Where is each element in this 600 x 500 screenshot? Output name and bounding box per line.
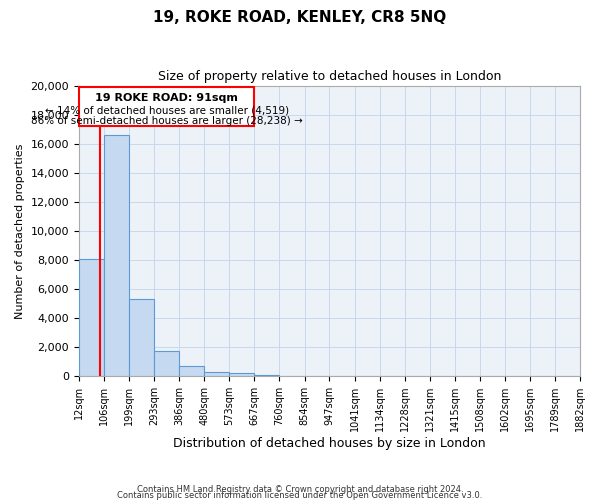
Bar xyxy=(179,366,205,376)
Title: Size of property relative to detached houses in London: Size of property relative to detached ho… xyxy=(158,70,501,83)
X-axis label: Distribution of detached houses by size in London: Distribution of detached houses by size … xyxy=(173,437,486,450)
Text: 86% of semi-detached houses are larger (28,238) →: 86% of semi-detached houses are larger (… xyxy=(31,116,302,126)
Bar xyxy=(205,372,229,376)
Text: 19, ROKE ROAD, KENLEY, CR8 5NQ: 19, ROKE ROAD, KENLEY, CR8 5NQ xyxy=(154,10,446,25)
FancyBboxPatch shape xyxy=(79,87,254,126)
Bar xyxy=(129,299,154,376)
Bar xyxy=(254,375,280,376)
Bar xyxy=(79,258,104,376)
Text: Contains public sector information licensed under the Open Government Licence v3: Contains public sector information licen… xyxy=(118,490,482,500)
Text: 19 ROKE ROAD: 91sqm: 19 ROKE ROAD: 91sqm xyxy=(95,93,238,103)
Y-axis label: Number of detached properties: Number of detached properties xyxy=(15,143,25,318)
Bar xyxy=(154,351,179,376)
Text: Contains HM Land Registry data © Crown copyright and database right 2024.: Contains HM Land Registry data © Crown c… xyxy=(137,484,463,494)
Text: ← 14% of detached houses are smaller (4,519): ← 14% of detached houses are smaller (4,… xyxy=(44,106,289,116)
Bar xyxy=(229,374,254,376)
Bar xyxy=(104,135,129,376)
